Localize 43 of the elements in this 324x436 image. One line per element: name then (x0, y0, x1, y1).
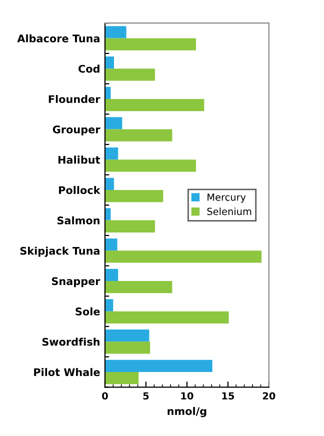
y-tick-label: Swordfish (42, 338, 100, 346)
bar (104, 68, 155, 81)
bar (104, 26, 126, 38)
y-tick-label: Cod (78, 64, 100, 73)
bar (104, 311, 229, 324)
bar (104, 280, 172, 294)
bar (104, 342, 150, 354)
y-tick-label: Skipjack Tuna (20, 246, 100, 257)
bar (104, 299, 114, 312)
x-tick-label: 15 (222, 392, 234, 400)
x-tick-label: 20 (262, 392, 276, 400)
y-tick-label: Albacore Tuna (17, 34, 100, 42)
legend-label: Mercury (208, 194, 246, 203)
bar (104, 38, 196, 50)
x-axis-title: nmol/g (168, 406, 206, 418)
bar (104, 129, 172, 142)
y-tick-label: Sole (76, 307, 100, 316)
bar (104, 238, 118, 251)
bar (104, 372, 139, 384)
bar (104, 250, 262, 263)
bar (104, 220, 155, 232)
y-tick-label: Grouper (52, 126, 100, 136)
y-tick-label: Pilot Whale (34, 368, 100, 376)
x-tick-label: 0 (102, 392, 108, 400)
bar (104, 360, 212, 372)
x-tick-label: 5 (143, 392, 149, 400)
y-tick-label: Pollock (59, 186, 100, 194)
bar (104, 208, 111, 220)
bar (104, 190, 164, 202)
y-tick-label: Halibut (58, 156, 100, 164)
bar (104, 147, 118, 160)
bar (104, 160, 196, 172)
bar (104, 330, 150, 342)
bar (104, 98, 204, 112)
y-tick-label: Salmon (57, 216, 100, 224)
x-tick-label: 10 (181, 392, 194, 400)
bar (104, 117, 122, 130)
bar (104, 178, 114, 190)
y-tick-label: Snapper (52, 277, 100, 288)
legend-label: Selenium (207, 208, 252, 216)
bar (104, 268, 118, 281)
bar (104, 56, 114, 69)
y-tick-label: Flounder (48, 94, 100, 104)
